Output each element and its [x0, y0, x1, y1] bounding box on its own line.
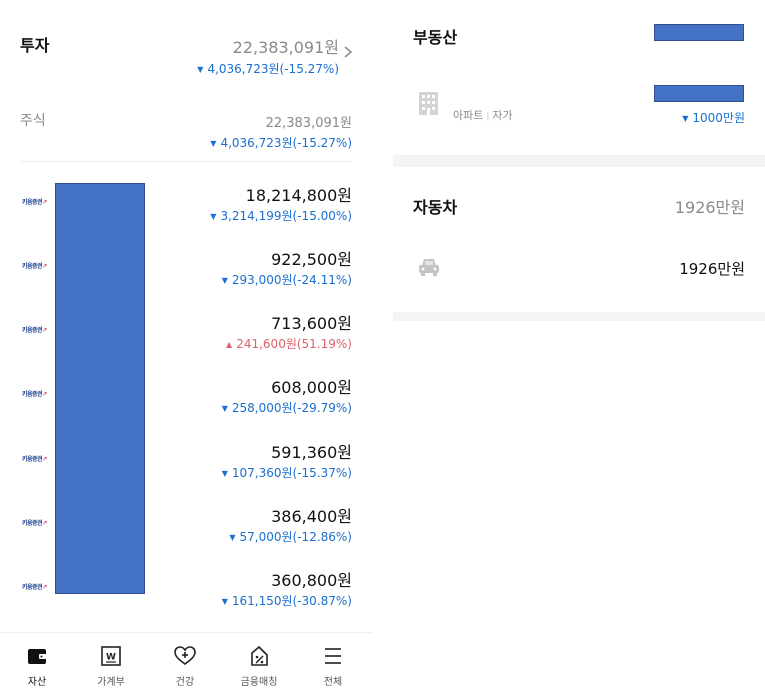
real-estate-owner: 자가: [492, 109, 513, 122]
redaction-box: [654, 85, 744, 102]
broker-logo: 키움증권↗: [22, 391, 47, 398]
down-triangle-icon: ▼: [229, 533, 236, 542]
logo-mark-icon: ↗: [42, 199, 47, 206]
holding-amount: 591,360원: [271, 443, 352, 462]
building-icon: [418, 91, 439, 116]
car-title: 자동차: [413, 198, 458, 217]
investment-change: ▼ 4,036,723원(-15.27%): [197, 62, 339, 76]
down-triangle-icon: ▼: [682, 114, 689, 123]
logo-mark-icon: ↗: [42, 391, 47, 398]
real-estate-type: 아파트: [453, 109, 484, 122]
holding-amount: 18,214,800원: [245, 186, 352, 205]
nav-item-ledger[interactable]: W 가계부: [74, 633, 148, 698]
broker-logo: 키움증권↗: [22, 520, 47, 527]
investment-pane: 투자 22,383,091원 ▼ 4,036,723원(-15.27%) 주식 2…: [0, 0, 372, 697]
holding-change: ▼ 3,214,199원(-15.00%): [210, 209, 352, 223]
menu-icon: [322, 645, 344, 667]
real-estate-item-desc: 아파트 | 자가: [453, 107, 513, 123]
nav-label: 건강: [175, 677, 195, 688]
holding-amount: 608,000원: [271, 378, 352, 397]
broker-logo: 키움증권↗: [22, 327, 47, 334]
down-triangle-icon: ▼: [210, 212, 217, 221]
nav-label: 전체: [323, 677, 343, 688]
logo-mark-icon: ↗: [42, 327, 47, 334]
holding-amount: 713,600원: [271, 314, 352, 333]
broker-logo: 키움증권↗: [22, 584, 47, 591]
car-item-value: 1926만원: [679, 260, 745, 278]
up-triangle-icon: ▲: [226, 340, 233, 349]
assets-pane: 부동산 아파트 | 자가 ▼ 1000만원 자동차 1926만원 1926만원: [393, 0, 765, 697]
down-triangle-icon: ▼: [221, 404, 228, 413]
nav-item-health[interactable]: 건강: [148, 633, 222, 698]
nav-label: 금융매칭: [240, 677, 278, 688]
heart-plus-icon: [174, 645, 196, 667]
holding-change: ▼ 161,150원(-30.87%): [221, 594, 352, 608]
down-triangle-icon: ▼: [221, 276, 228, 285]
redaction-box: [654, 24, 744, 41]
percent-tag-icon: [248, 645, 270, 667]
nav-item-assets[interactable]: 자산: [0, 633, 74, 698]
stocks-change: ▼ 4,036,723원(-15.27%): [210, 136, 352, 150]
section-divider: [393, 155, 765, 167]
down-triangle-icon: ▼: [197, 65, 204, 74]
nav-label: 가계부: [97, 677, 125, 688]
investment-title: 투자: [20, 36, 50, 55]
ledger-icon: W: [100, 645, 122, 667]
divider: [20, 161, 352, 162]
broker-logo: 키움증권↗: [22, 456, 47, 463]
broker-logo: 키움증권↗: [22, 263, 47, 270]
wallet-icon: [26, 645, 48, 667]
down-triangle-icon: ▼: [221, 597, 228, 606]
car-icon: [418, 256, 440, 278]
holding-change: ▼ 258,000원(-29.79%): [221, 401, 352, 415]
car-total: 1926만원: [674, 198, 745, 217]
logo-mark-icon: ↗: [42, 263, 47, 270]
real-estate-title: 부동산: [413, 28, 458, 47]
logo-mark-icon: ↗: [42, 456, 47, 463]
redaction-box: [55, 183, 145, 594]
section-divider: [393, 312, 765, 321]
logo-mark-icon: ↗: [42, 584, 47, 591]
broker-logo: 키움증권↗: [22, 199, 47, 206]
separator: |: [486, 112, 490, 122]
logo-mark-icon: ↗: [42, 520, 47, 527]
bottom-nav: 자산 W 가계부 건강 금융매칭 전체: [0, 632, 372, 697]
holding-change: ▼ 107,360원(-15.37%): [221, 466, 352, 480]
holding-amount: 360,800원: [271, 571, 352, 590]
svg-text:W: W: [106, 653, 116, 663]
investment-total: 22,383,091원: [232, 38, 339, 57]
nav-item-all[interactable]: 전체: [296, 633, 370, 698]
holding-amount: 922,500원: [271, 250, 352, 269]
nav-label: 자산: [27, 677, 47, 688]
down-triangle-icon: ▼: [221, 469, 228, 478]
chevron-right-icon[interactable]: [343, 44, 353, 58]
stocks-label: 주식: [20, 113, 46, 129]
holding-change: ▼ 293,000원(-24.11%): [221, 273, 352, 287]
holding-change: ▲ 241,600원(51.19%): [226, 337, 352, 351]
nav-item-financial-matching[interactable]: 금융매칭: [222, 633, 296, 698]
real-estate-change: ▼ 1000만원: [682, 111, 745, 125]
stocks-total: 22,383,091원: [265, 116, 352, 131]
holding-change: ▼ 57,000원(-12.86%): [229, 530, 352, 544]
down-triangle-icon: ▼: [210, 139, 217, 148]
holding-amount: 386,400원: [271, 507, 352, 526]
